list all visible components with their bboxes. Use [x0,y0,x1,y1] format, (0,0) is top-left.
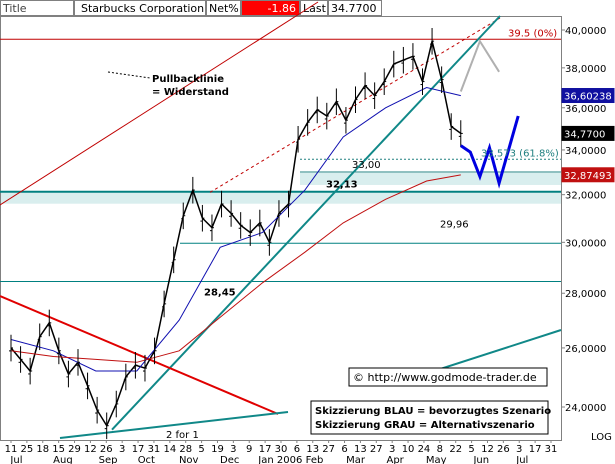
x-tick-label: 27 [370,444,383,455]
x-tick-label: 26 [100,444,113,455]
x-tick-label: 31 [545,444,558,455]
y-tick-label: 24,0000 [565,403,606,414]
trend-line [111,15,501,431]
x-tick-label: 28 [179,444,192,455]
y-tick-label: 28,0000 [565,289,606,300]
x-tick-label: 3 [389,444,395,455]
x-tick-label: 22 [449,444,462,455]
x-tick-label: 3 [119,444,125,455]
y-tick-label: 40,0000 [565,26,606,37]
x-tick-label: 29 [68,444,81,455]
x-month-label: Oct [138,455,155,464]
x-month-label: Dec [220,455,239,464]
net-percent-value: -1.86 [241,0,300,16]
x-month-label: Apr [386,455,404,464]
annotation-pointer [107,71,151,79]
trend-line [0,295,279,415]
x-tick-label: 19 [211,444,224,455]
x-tick-label: 5 [468,444,474,455]
x-month-label: Jul [515,455,528,464]
level-label: 33,00 [352,160,381,171]
x-tick-label: 17 [529,444,542,455]
x-tick-label: 30 [275,444,288,455]
x-tick-label: 6 [341,444,347,455]
x-tick-label: 24 [418,444,431,455]
annotation-text: © http://www.godmode-trader.de [353,371,537,384]
x-tick-label: 11 [5,444,18,455]
annotation-text: = Widerstand [152,87,229,98]
x-month-label: Aug [53,455,73,464]
y-tick-label: 36,0000 [565,104,606,115]
title-label: Title [0,0,74,16]
x-tick-label: 27 [322,444,335,455]
x-month-label: Jan 2006 [257,455,302,464]
level-label: 29,96 [440,219,469,230]
y-tick-label: 38,0000 [565,64,606,75]
x-tick-label: 9 [246,444,252,455]
x-tick-label: 3 [516,444,522,455]
annotation-text: 2 for 1 [166,430,199,441]
x-month-label: Jun [472,455,489,464]
x-month-label: May [426,455,447,464]
series-line [10,86,461,372]
x-tick-label: 6 [294,444,300,455]
y-tick-label: 26,0000 [565,344,606,355]
y-tick-label: 34,0000 [565,146,606,157]
scenario-line [459,38,500,92]
level-label: 32,13 [326,180,358,191]
x-tick-label: 25 [21,444,34,455]
y-axis-label: LOG [591,432,612,443]
x-tick-label: 5 [198,444,204,455]
y-tick-label: 32,0000 [565,191,606,202]
scenario-line [459,115,520,189]
series-line [10,174,461,363]
annotation-text: Skizzierung GRAU = Alternativszenario [315,420,535,431]
legend-box [310,400,549,435]
x-tick-label: 13 [306,444,319,455]
x-tick-label: 17 [259,444,272,455]
support-zone-lower [1,192,561,204]
level-label: 28,45 [204,287,236,298]
annotation-text: Pullbacklinie [152,74,224,85]
x-tick-label: 12 [84,444,97,455]
y-tick-label: 30,0000 [565,238,606,249]
x-tick-label: 3 [230,444,236,455]
trend-line [209,17,501,193]
annotation-text: Skizzierung BLAU = bevorzugtes Szenario [315,406,551,417]
x-tick-label: 10 [402,444,415,455]
x-tick-label: 15 [52,444,65,455]
price-label: 34,7700 [564,129,605,140]
price-label: 36,60238 [564,92,612,103]
last-value: 34.7700 [328,0,382,16]
price-label: 32,87493 [564,171,612,182]
copyright-box [348,367,548,387]
x-tick-label: 31 [148,444,161,455]
x-month-label: Jul [9,455,22,464]
x-tick-label: 13 [354,444,367,455]
level-label: 33,573 (61.8%) [481,148,559,159]
trend-line [0,1,319,206]
x-tick-label: 26 [497,444,510,455]
series-line [10,41,462,428]
last-label: Last [300,0,328,16]
x-tick-label: 14 [163,444,176,455]
price-label-box [561,88,615,104]
x-tick-label: 17 [132,444,145,455]
x-tick-label: 18 [36,444,49,455]
price-label-box [561,167,615,183]
trend-line [59,411,289,439]
net-percent-label: Net% [206,0,241,16]
x-tick-label: 12 [481,444,494,455]
price-label-box [561,125,615,141]
x-tick-label: 8 [437,444,443,455]
x-month-label: Sep [99,455,118,464]
x-month-label: Mar [346,455,366,464]
instrument-name: Starbucks Corporation [74,0,206,16]
level-label: 39.5 (0%) [508,28,557,39]
x-month-label: Nov [179,455,199,464]
x-month-label: Feb [306,455,324,464]
